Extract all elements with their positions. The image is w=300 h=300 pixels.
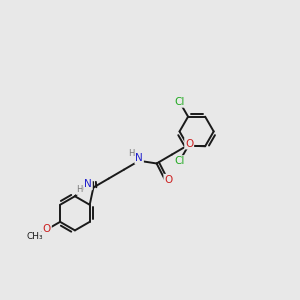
Text: O: O [164,175,172,185]
Text: Cl: Cl [174,156,185,166]
Text: O: O [43,224,51,235]
Text: N: N [135,153,143,164]
Text: Cl: Cl [174,97,185,107]
Text: H: H [128,149,135,158]
Text: N: N [84,179,92,189]
Text: H: H [76,185,83,194]
Text: O: O [185,139,193,148]
Text: CH₃: CH₃ [26,232,43,241]
